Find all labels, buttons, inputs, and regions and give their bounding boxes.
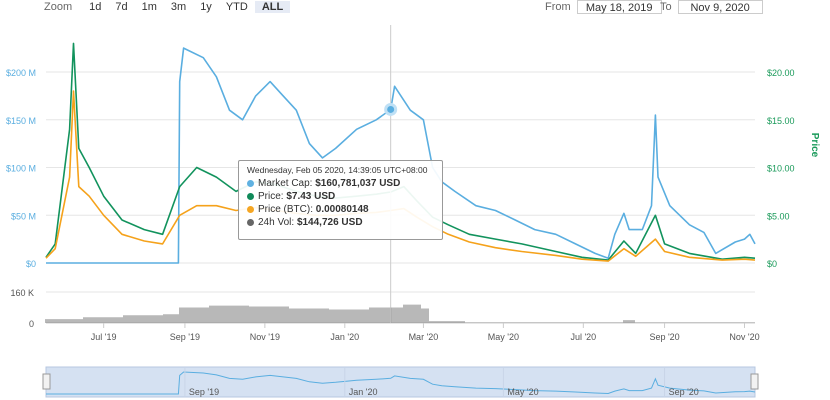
- tooltip-row-volume: 24h Vol: $144,726 USD: [247, 216, 434, 229]
- right-axis: $0 $5.00 $10.00 $15.00 $20.00: [767, 68, 795, 269]
- price-btc-dot-icon: [247, 205, 254, 213]
- volume-layer: [45, 304, 755, 323]
- left-axis-tick: $100 M: [6, 164, 36, 174]
- navigator-tick: Sep '20: [669, 387, 699, 397]
- tooltip: Wednesday, Feb 05 2020, 14:39:05 UTC+08:…: [238, 160, 443, 240]
- range-from-input[interactable]: May 18, 2019: [576, 0, 662, 14]
- tooltip-row-price: Price: $7.43 USD: [247, 190, 434, 203]
- left-axis-tick: $0: [26, 259, 36, 269]
- navigator-series: [46, 371, 756, 395]
- zoom-1m-button[interactable]: 1m: [141, 1, 157, 13]
- volume-axis-tick: 0: [29, 319, 34, 329]
- market-cap-dot-icon: [247, 179, 254, 187]
- navigator-tick: Jan '20: [349, 387, 378, 397]
- x-axis-tick: May '20: [488, 332, 519, 342]
- navigator-left-handle[interactable]: [42, 373, 51, 390]
- zoom-bar: Zoom 1d 7d 1m 3m 1y YTD ALL: [0, 0, 291, 14]
- right-axis-tick: $15.00: [767, 116, 795, 126]
- range-to-label: To: [660, 1, 672, 13]
- x-axis-tick: Jul '20: [570, 332, 596, 342]
- price-dot-icon: [247, 192, 254, 200]
- tooltip-value: $7.43 USD: [286, 191, 336, 202]
- right-axis-tick: $0: [767, 259, 777, 269]
- range-to: To Nov 9, 2020: [660, 0, 763, 14]
- zoom-all-button[interactable]: ALL: [254, 1, 291, 13]
- volume-axis-tick: 160 K: [10, 288, 34, 298]
- left-axis-tick: $50 M: [11, 211, 36, 221]
- tooltip-value: 0.00080148: [315, 204, 369, 215]
- left-axis-tick: $150 M: [6, 116, 36, 126]
- zoom-3m-button[interactable]: 3m: [170, 1, 187, 13]
- navigator-window[interactable]: [45, 366, 756, 398]
- tooltip-row-market-cap: Market Cap: $160,781,037 USD: [247, 177, 434, 190]
- x-axis-tick: Mar '20: [409, 332, 439, 342]
- volume-axis: 0 160 K: [10, 288, 34, 329]
- range-from-label: From: [545, 1, 571, 13]
- navigator: Sep '19 Jan '20 May '20 Sep '20: [42, 366, 759, 398]
- zoom-1d-button[interactable]: 1d: [89, 1, 102, 13]
- tooltip-label: Price (BTC):: [258, 204, 313, 215]
- right-axis-tick: $5.00: [767, 211, 790, 221]
- tooltip-label: Market Cap:: [258, 178, 313, 189]
- left-axis: $0 $50 M $100 M $150 M $200 M: [6, 68, 36, 269]
- tooltip-row-price-btc: Price (BTC): 0.00080148: [247, 203, 434, 216]
- tooltip-label: 24h Vol:: [258, 217, 295, 228]
- range-from: From May 18, 2019: [545, 0, 662, 14]
- left-axis-tick: $200 M: [6, 68, 36, 78]
- tooltip-label: Price:: [258, 191, 284, 202]
- x-axis-tick: Nov '20: [729, 332, 759, 342]
- right-axis-title: Price: [809, 133, 820, 158]
- tooltip-value: $144,726 USD: [296, 217, 363, 228]
- hover-point: [384, 102, 398, 116]
- tooltip-date: Wednesday, Feb 05 2020, 14:39:05 UTC+08:…: [247, 165, 428, 175]
- zoom-ytd-button[interactable]: YTD: [225, 1, 248, 13]
- zoom-label: Zoom: [44, 1, 73, 13]
- zoom-1y-button[interactable]: 1y: [200, 1, 212, 13]
- x-axis-tick: Jul '19: [91, 332, 117, 342]
- x-axis-tick: Sep '19: [170, 332, 200, 342]
- tooltip-value: $160,781,037 USD: [315, 178, 401, 189]
- volume-dot-icon: [247, 218, 254, 226]
- navigator-tick: Sep '19: [189, 387, 219, 397]
- right-axis-tick: $10.00: [767, 164, 795, 174]
- x-axis-tick: Sep '20: [649, 332, 679, 342]
- navigator-right-handle[interactable]: [750, 373, 759, 390]
- zoom-7d-button[interactable]: 7d: [115, 1, 128, 13]
- x-axis-tick: Jan '20: [330, 332, 359, 342]
- navigator-tick: May '20: [507, 387, 538, 397]
- right-axis-tick: $20.00: [767, 68, 795, 78]
- x-axis-tick: Nov '19: [250, 332, 280, 342]
- range-to-input[interactable]: Nov 9, 2020: [677, 0, 763, 14]
- x-axis: Jul '19 Sep '19 Nov '19 Jan '20 Mar '20 May '…: [91, 323, 760, 342]
